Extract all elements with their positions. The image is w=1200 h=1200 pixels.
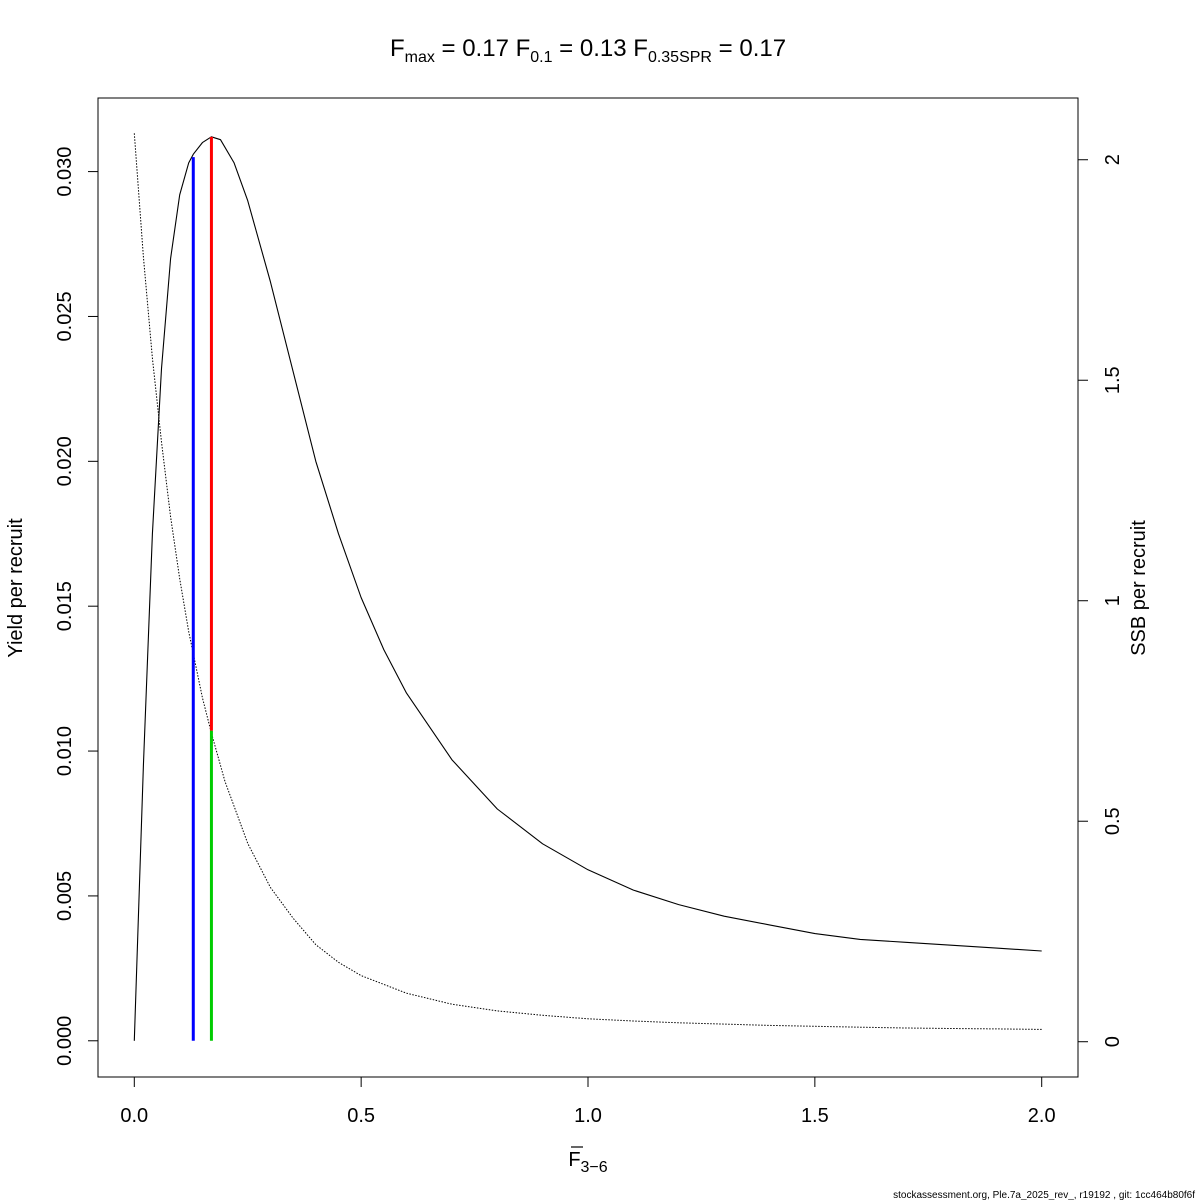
y-axis-title: Yield per recruit bbox=[5, 518, 27, 658]
y2-tick-label: 0.5 bbox=[1102, 807, 1124, 835]
y2-tick-label: 1.5 bbox=[1102, 366, 1124, 394]
y2-axis-title: SSB per recruit bbox=[1128, 520, 1150, 656]
footer-text: stockassessment.org, Ple.7a_2025_rev_, r… bbox=[893, 1190, 1195, 1200]
y-tick-label: 0.010 bbox=[54, 726, 76, 776]
x-tick-label: 1.5 bbox=[801, 1105, 829, 1127]
title-fmax-sub: max bbox=[405, 49, 435, 66]
title-fspr-value: 0.17 bbox=[739, 35, 786, 62]
y-tick-label: 0.015 bbox=[54, 581, 76, 631]
x-tick-label: 0.0 bbox=[120, 1105, 148, 1127]
y-tick-label: 0.020 bbox=[54, 436, 76, 486]
ssb-per-recruit-line bbox=[133, 133, 1042, 1030]
x-axis: 0.0 0.5 1.0 1.5 2.0 bbox=[120, 1076, 1056, 1127]
title-fmax-symbol: F bbox=[390, 35, 405, 62]
title-fspr-sub: 0.35SPR bbox=[648, 49, 712, 66]
y-axis-left: 0.000 0.005 0.010 0.015 0.020 0.025 0.030 bbox=[54, 147, 99, 1066]
x-tick-label: 1.0 bbox=[574, 1105, 602, 1127]
title-f01-symbol: F bbox=[516, 35, 531, 62]
title-f01-sub: 0.1 bbox=[530, 49, 552, 66]
y-tick-label: 0.025 bbox=[54, 291, 76, 341]
x-tick-label: 0.5 bbox=[347, 1105, 375, 1127]
x-axis-sub: 3−6 bbox=[581, 1159, 608, 1176]
y-axis-right: 0 0.5 1 1.5 2 bbox=[1077, 154, 1124, 1047]
reference-lines bbox=[191, 136, 213, 1041]
y2-tick-label: 1 bbox=[1102, 595, 1124, 606]
plot-frame bbox=[97, 97, 1079, 1078]
y2-tick-label: 0 bbox=[1102, 1036, 1124, 1047]
y2-tick-label: 2 bbox=[1102, 154, 1124, 165]
y-tick-label: 0.000 bbox=[54, 1016, 76, 1066]
yield-per-recruit-line bbox=[133, 136, 1042, 1041]
x-tick-label: 2.0 bbox=[1028, 1105, 1056, 1127]
title-fspr-symbol: F bbox=[633, 35, 648, 62]
x-axis-title: F3−6 bbox=[568, 1149, 607, 1176]
chart-title: Fmax = 0.17 F0.1 = 0.13 F0.35SPR = 0.17 bbox=[390, 35, 786, 66]
title-fmax-value: 0.17 bbox=[462, 35, 509, 62]
y-tick-label: 0.005 bbox=[54, 871, 76, 921]
y-tick-label: 0.030 bbox=[54, 147, 76, 197]
x-axis-symbol: F bbox=[568, 1149, 580, 1171]
title-f01-value: 0.13 bbox=[580, 35, 627, 62]
series-group bbox=[133, 133, 1042, 1041]
